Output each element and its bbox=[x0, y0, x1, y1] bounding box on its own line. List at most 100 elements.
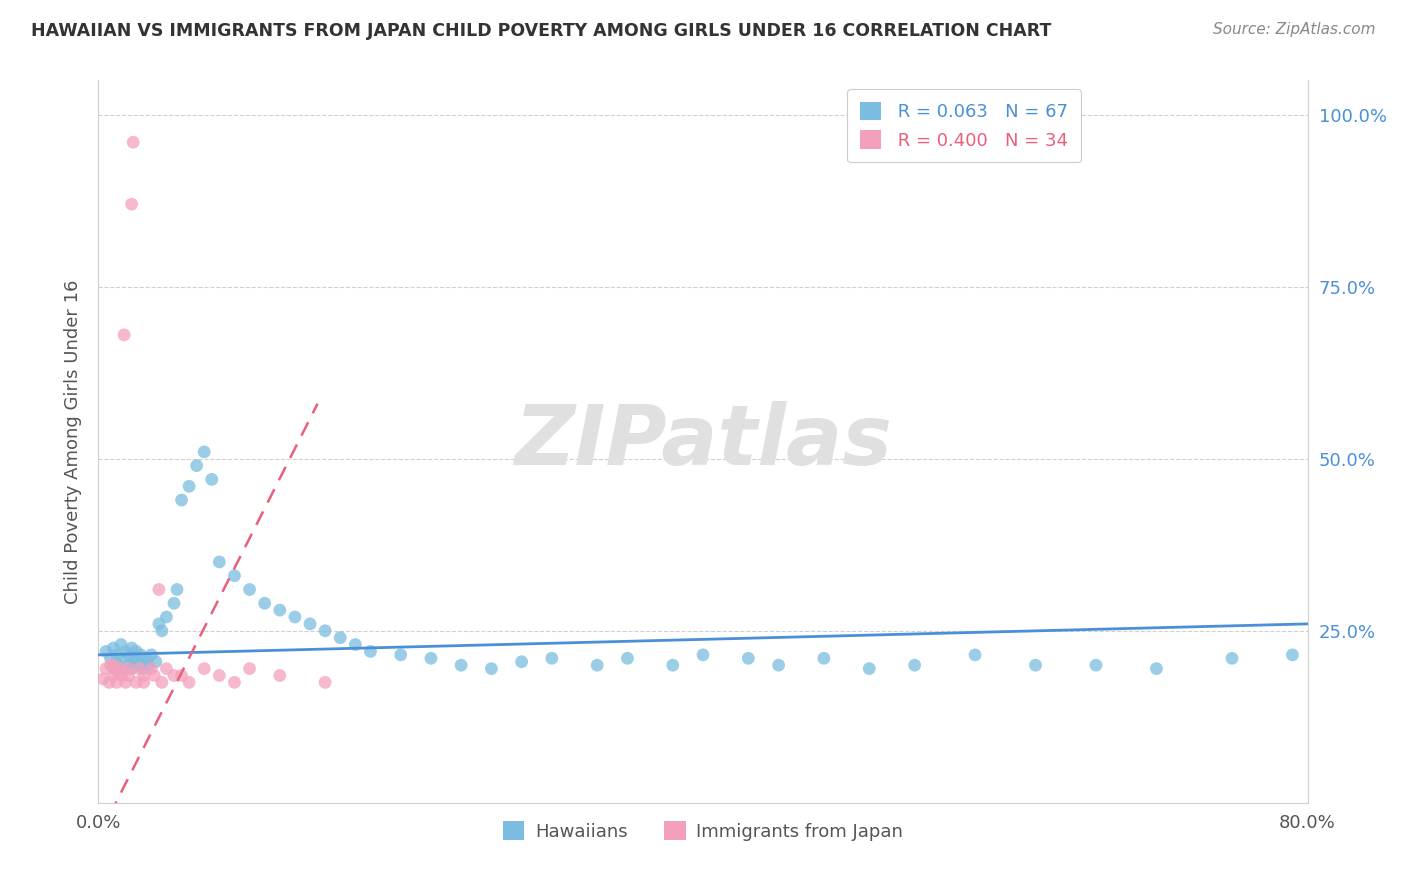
Point bbox=[145, 655, 167, 669]
Point bbox=[132, 662, 155, 676]
Point bbox=[170, 493, 193, 508]
Point bbox=[94, 644, 117, 658]
Point bbox=[121, 662, 143, 676]
Point bbox=[105, 648, 128, 662]
Point bbox=[586, 658, 609, 673]
Point bbox=[103, 640, 125, 655]
Point bbox=[132, 655, 155, 669]
Point bbox=[965, 648, 987, 662]
Point bbox=[122, 655, 145, 669]
Legend: Hawaiians, Immigrants from Japan: Hawaiians, Immigrants from Japan bbox=[495, 814, 911, 848]
Point bbox=[100, 651, 122, 665]
Point bbox=[150, 675, 173, 690]
Point bbox=[107, 658, 129, 673]
Point bbox=[179, 675, 201, 690]
Point bbox=[129, 648, 152, 662]
Point bbox=[148, 616, 170, 631]
Point bbox=[107, 665, 129, 679]
Point bbox=[110, 662, 132, 676]
Point bbox=[128, 662, 150, 676]
Y-axis label: Child Poverty Among Girls Under 16: Child Poverty Among Girls Under 16 bbox=[63, 279, 82, 604]
Point bbox=[121, 640, 143, 655]
Point bbox=[121, 197, 143, 211]
Point bbox=[163, 596, 186, 610]
Point bbox=[616, 651, 638, 665]
Point bbox=[112, 662, 135, 676]
Point bbox=[155, 662, 177, 676]
Point bbox=[163, 668, 186, 682]
Point bbox=[1281, 648, 1303, 662]
Point bbox=[239, 582, 262, 597]
Point bbox=[100, 658, 122, 673]
Point bbox=[112, 327, 135, 342]
Point bbox=[122, 135, 145, 149]
Point bbox=[193, 662, 215, 676]
Text: Source: ZipAtlas.com: Source: ZipAtlas.com bbox=[1212, 22, 1375, 37]
Point bbox=[224, 675, 246, 690]
Point bbox=[253, 596, 276, 610]
Point bbox=[329, 631, 352, 645]
Point bbox=[389, 648, 412, 662]
Point bbox=[344, 638, 367, 652]
Point bbox=[118, 648, 141, 662]
Point bbox=[186, 458, 208, 473]
Point bbox=[136, 658, 159, 673]
Text: HAWAIIAN VS IMMIGRANTS FROM JAPAN CHILD POVERTY AMONG GIRLS UNDER 16 CORRELATION: HAWAIIAN VS IMMIGRANTS FROM JAPAN CHILD … bbox=[31, 22, 1052, 40]
Point bbox=[98, 675, 121, 690]
Point bbox=[170, 668, 193, 682]
Point bbox=[661, 658, 683, 673]
Point bbox=[904, 658, 927, 673]
Point bbox=[510, 655, 533, 669]
Point bbox=[135, 651, 157, 665]
Point bbox=[1085, 658, 1108, 673]
Text: ZIPatlas: ZIPatlas bbox=[515, 401, 891, 482]
Point bbox=[114, 644, 136, 658]
Point bbox=[94, 662, 117, 676]
Point bbox=[103, 668, 125, 682]
Point bbox=[224, 568, 246, 582]
Point bbox=[125, 675, 148, 690]
Point bbox=[114, 675, 136, 690]
Point bbox=[143, 668, 166, 682]
Point bbox=[360, 644, 382, 658]
Point bbox=[125, 651, 148, 665]
Point bbox=[110, 638, 132, 652]
Point bbox=[768, 658, 790, 673]
Point bbox=[150, 624, 173, 638]
Point bbox=[125, 644, 148, 658]
Point bbox=[813, 651, 835, 665]
Point bbox=[269, 668, 291, 682]
Point bbox=[132, 675, 155, 690]
Point bbox=[103, 658, 125, 673]
Point bbox=[128, 658, 150, 673]
Point bbox=[179, 479, 201, 493]
Point bbox=[858, 662, 880, 676]
Point bbox=[91, 672, 114, 686]
Point bbox=[284, 610, 307, 624]
Point bbox=[208, 668, 231, 682]
Point bbox=[540, 651, 562, 665]
Point bbox=[118, 668, 141, 682]
Point bbox=[141, 662, 163, 676]
Point bbox=[737, 651, 759, 665]
Point bbox=[1144, 662, 1167, 676]
Point bbox=[155, 610, 177, 624]
Point bbox=[110, 651, 132, 665]
Point bbox=[481, 662, 503, 676]
Point bbox=[132, 668, 155, 682]
Point bbox=[166, 582, 188, 597]
Point bbox=[1220, 651, 1243, 665]
Point bbox=[1024, 658, 1046, 673]
Point bbox=[105, 675, 128, 690]
Point bbox=[299, 616, 322, 631]
Point bbox=[148, 582, 170, 597]
Point bbox=[239, 662, 262, 676]
Point bbox=[314, 624, 336, 638]
Point bbox=[450, 658, 472, 673]
Point bbox=[118, 658, 141, 673]
Point bbox=[692, 648, 714, 662]
Point bbox=[201, 472, 224, 486]
Point bbox=[420, 651, 443, 665]
Point bbox=[110, 668, 132, 682]
Point bbox=[314, 675, 336, 690]
